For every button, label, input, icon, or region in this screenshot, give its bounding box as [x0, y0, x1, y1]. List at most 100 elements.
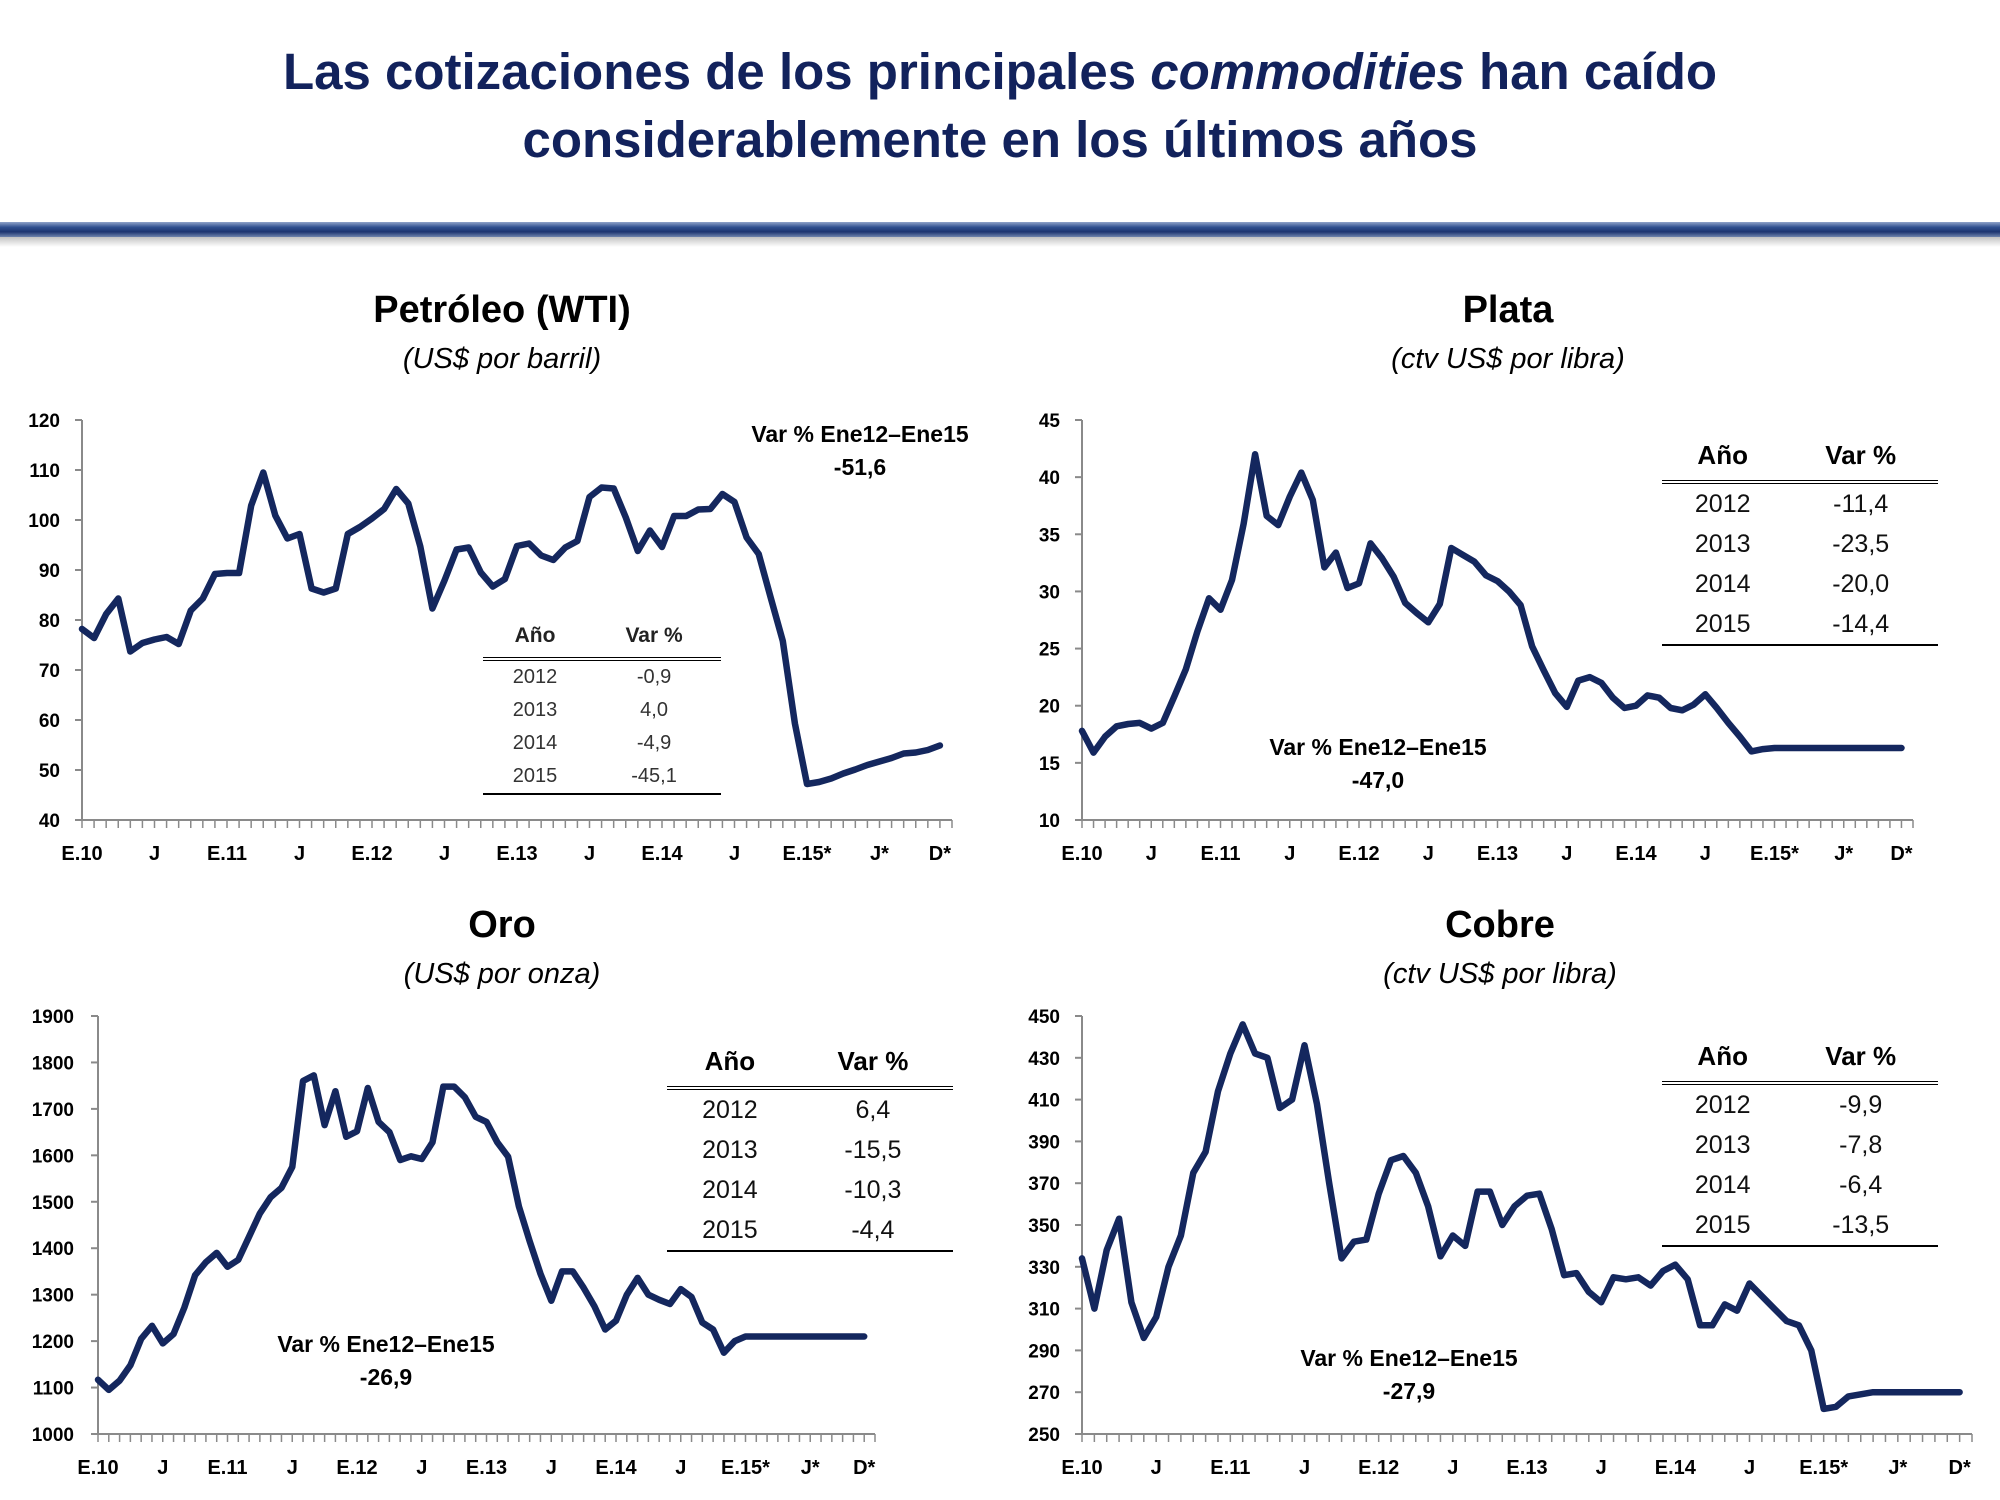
petroleo-series-line [78, 469, 944, 788]
table-cell-var: -11,4 [1833, 489, 1889, 518]
table-row: 2013 -7,8 [1662, 1125, 1938, 1165]
oro-annotation-label: Var % Ene12–Ene15 [277, 1331, 495, 1357]
table-header-var: Var % [1825, 439, 1897, 470]
table-row: 2012 -9,9 [1662, 1083, 1938, 1125]
cobre-x-tick-label: J [1151, 1457, 1162, 1479]
table-cell-year: 2015 [1694, 609, 1751, 638]
table-header-year: Año [1697, 439, 1748, 470]
petroleo-x-tick-label: E.11 [207, 843, 247, 865]
plata-chart-unit: (ctv US$ por libra) [1391, 343, 1625, 375]
cobre-y-tick-label: 410 [1028, 1091, 1060, 1112]
plata-series-line [1078, 451, 1905, 756]
table-cell-var: -20,0 [1832, 569, 1890, 598]
table-row: 2012 6,4 [667, 1088, 953, 1130]
table-cell-year: 2014 [1694, 1170, 1751, 1199]
petroleo-chart-title: Petróleo (WTI) [373, 289, 631, 331]
table-header-row: Año Var % [483, 615, 721, 659]
oro-annotation: Var % Ene12–Ene15 -26,9 [236, 1328, 536, 1394]
page-title-line-1: Las cotizaciones de los principales comm… [0, 38, 2000, 106]
petroleo-y-tick-label: 40 [39, 811, 60, 832]
oro-y-tick-label: 1300 [32, 1286, 74, 1307]
table-cell-var: -45,1 [631, 765, 677, 787]
plata-x-tick-label: E.11 [1200, 843, 1240, 865]
table-header-row: Año Var % [1662, 430, 1938, 482]
oro-x-tick-label: E.15* [721, 1457, 770, 1479]
cobre-x-tick-label: J [1744, 1457, 1755, 1479]
cobre-x-tick-label: E.14 [1655, 1457, 1697, 1479]
page-title-line-2: considerablemente en los últimos años [522, 111, 1478, 168]
petroleo-chart-unit: (US$ por barril) [402, 343, 602, 375]
table-cell-var: -7,8 [1839, 1130, 1883, 1159]
plata-y-tick-label: 15 [1039, 754, 1061, 775]
page-title-part-b: han caído [1464, 43, 1718, 100]
plata-y-tick-label: 20 [1039, 697, 1060, 718]
plata-x-tick-label: J [1700, 843, 1711, 865]
plata-annotation: Var % Ene12–Ene15 -47,0 [1228, 731, 1528, 797]
cobre-x-tick-label: D* [1949, 1457, 1971, 1479]
table-header-row: Año Var % [667, 1036, 953, 1088]
oro-y-tick-label: 1200 [32, 1332, 74, 1353]
table-header-year: Año [514, 624, 556, 647]
petroleo-var-table: Año Var % 2012 -0,9 2013 4,0 2014 -4,9 2015… [483, 615, 721, 795]
table-row: 2015 -45,1 [483, 760, 721, 794]
plata-y-tick-label: 40 [1039, 468, 1060, 489]
table-cell-year: 2013 [702, 1135, 758, 1164]
petroleo-y-tick-label: 60 [39, 711, 60, 732]
plata-y-tick-label: 45 [1039, 411, 1061, 432]
oro-x-tick-label: J* [801, 1457, 820, 1479]
oro-chart: 1000 1100 1200 1300 1400 1500 1600 1700 1800 1900… [32, 1007, 876, 1479]
table-cell-year: 2012 [1694, 489, 1751, 518]
plata-x-tick-label: J [1284, 843, 1295, 865]
cobre-chart: 250 270 290 310 330 350 370 390 410 430 450 E.10 J E.… [1028, 1007, 1973, 1479]
cobre-y-tick-label: 430 [1028, 1049, 1060, 1070]
oro-x-tick-label: J [416, 1457, 427, 1479]
table-cell-var: -9,9 [1839, 1090, 1883, 1119]
cobre-y-tick-label: 250 [1028, 1425, 1060, 1446]
table-header-var: Var % [625, 624, 683, 647]
table-cell-var: -6,4 [1839, 1170, 1883, 1199]
petroleo-y-tick-label: 110 [29, 461, 60, 482]
table-row: 2013 -23,5 [1662, 524, 1938, 564]
plata-x-tick-label: J [1423, 843, 1434, 865]
petroleo-y-tick-label: 90 [39, 561, 60, 582]
table-header-year: Año [1697, 1040, 1748, 1071]
oro-y-tick-label: 1400 [32, 1239, 74, 1260]
table-cell-var: -23,5 [1832, 529, 1890, 558]
cobre-x-tick-label: E.10 [1061, 1457, 1102, 1479]
petroleo-x-tick-label: J [729, 843, 740, 865]
table-row: 2014 -20,0 [1662, 564, 1938, 604]
oro-series-line [94, 1072, 868, 1394]
oro-x-tick-label: E.12 [336, 1457, 377, 1479]
table-cell-year: 2014 [1694, 569, 1751, 598]
plata-chart-title: Plata [1462, 289, 1554, 331]
table-cell-year: 2012 [1694, 1090, 1751, 1119]
oro-x-tick-label: J [157, 1457, 168, 1479]
plata-x-tick-label: E.10 [1061, 843, 1102, 865]
page-title: Las cotizaciones de los principales comm… [0, 38, 2000, 174]
table-row: 2013 4,0 [483, 694, 721, 727]
oro-x-tick-label: D* [853, 1457, 875, 1479]
cobre-y-tick-label: 270 [1028, 1383, 1060, 1404]
petroleo-x-tick-label: E.13 [496, 843, 537, 865]
table-cell-var: -14,4 [1832, 609, 1890, 638]
oro-y-tick-label: 1000 [32, 1425, 74, 1446]
petroleo-x-tick-label: E.14 [641, 843, 683, 865]
petroleo-annotation: Var % Ene12–Ene15 -51,6 [710, 418, 1010, 484]
cobre-x-tick-label: J [1299, 1457, 1310, 1479]
oro-var-table: Año Var % 2012 6,4 2013 -15,5 2014 -10,3 20… [667, 1036, 953, 1252]
oro-x-tick-label: J [675, 1457, 686, 1479]
table-cell-var: 4,0 [640, 699, 668, 721]
plata-x-tick-label: J [1146, 843, 1157, 865]
oro-x-tick-label: J [546, 1457, 557, 1479]
table-cell-year: 2013 [1694, 529, 1751, 558]
table-cell-year: 2015 [702, 1215, 758, 1244]
oro-annotation-value: -26,9 [359, 1364, 413, 1390]
petroleo-x-tick-label: J [294, 843, 305, 865]
cobre-annotation-label: Var % Ene12–Ene15 [1300, 1345, 1518, 1371]
oro-x-tick-label: E.14 [595, 1457, 637, 1479]
table-cell-var: 6,4 [855, 1095, 891, 1124]
table-cell-var: -4,4 [851, 1215, 895, 1244]
table-cell-var: -15,5 [844, 1135, 902, 1164]
petroleo-y-tick-label: 100 [28, 511, 60, 532]
